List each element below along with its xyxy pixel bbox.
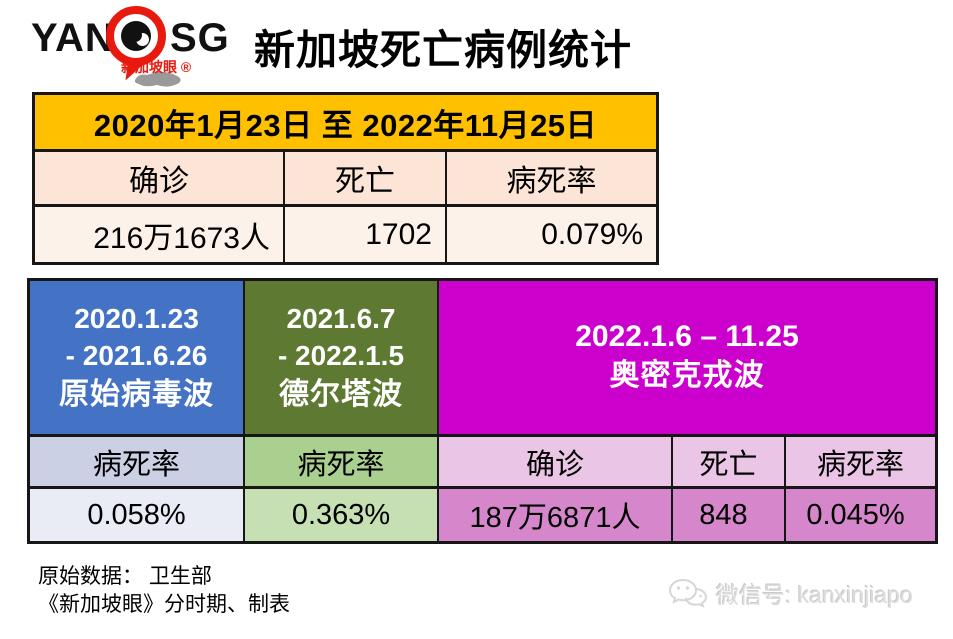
wave3-cfr-value: 0.045% bbox=[786, 489, 935, 541]
logo-subtitle: 新加坡眼 ® bbox=[121, 57, 191, 77]
wave2-cfr-label: 病死率 bbox=[245, 437, 439, 489]
wave3-confirmed-label: 确诊 bbox=[439, 437, 673, 489]
wave-header-original: 2020.1.23 - 2021.6.26 原始病毒波 bbox=[30, 281, 245, 437]
waves-table: 2020.1.23 - 2021.6.26 原始病毒波 2021.6.7 - 2… bbox=[27, 278, 938, 544]
wechat-watermark: 微信号: kanxinjiapo bbox=[668, 576, 913, 610]
overall-col-deaths: 死亡 bbox=[285, 152, 447, 207]
overall-confirmed-value: 216万1673人 bbox=[35, 207, 285, 262]
overall-period-header: 2020年1月23日 至 2022年11月25日 bbox=[35, 95, 656, 152]
waves-values-row: 0.058% 0.363% 187万6871人 848 0.045% bbox=[30, 489, 935, 541]
wechat-label: 微信号: kanxinjiapo bbox=[716, 582, 913, 608]
wave1-cfr-value: 0.058% bbox=[30, 489, 245, 541]
wave3-deaths-value: 848 bbox=[673, 489, 786, 541]
logo-text-sg: SG bbox=[170, 16, 230, 60]
wave1-period-line1: 2020.1.23 bbox=[74, 302, 199, 334]
wave3-name: 奥密克戎波 bbox=[609, 359, 765, 392]
data-source-line: 原始数据： 卫生部 bbox=[38, 565, 212, 588]
singapore-map-icon bbox=[134, 71, 181, 87]
wave2-period-line1: 2021.6.7 bbox=[286, 302, 396, 334]
wave3-period: 2022.1.6 – 11.25 bbox=[575, 320, 799, 353]
overall-col-cfr: 病死率 bbox=[447, 152, 656, 207]
wave2-cfr-value: 0.363% bbox=[245, 489, 439, 541]
credit-line: 《新加坡眼》分时期、制表 bbox=[38, 593, 290, 616]
wave-header-delta: 2021.6.7 - 2022.1.5 德尔塔波 bbox=[245, 281, 439, 437]
wave1-name: 原始病毒波 bbox=[59, 377, 214, 411]
wave2-name: 德尔塔波 bbox=[279, 377, 403, 411]
wave1-period-line2: - 2021.6.26 bbox=[65, 339, 208, 371]
registered-mark: ® bbox=[180, 59, 192, 75]
wave1-cfr-label: 病死率 bbox=[30, 437, 245, 489]
overall-cfr-value: 0.079% bbox=[447, 207, 656, 262]
logo-text-yan: YAN bbox=[31, 16, 115, 60]
overall-values-row: 216万1673人 1702 0.079% bbox=[35, 207, 656, 262]
overall-table: 2020年1月23日 至 2022年11月25日 确诊 死亡 病死率 216万1… bbox=[32, 92, 659, 265]
wave2-period-line2: - 2022.1.5 bbox=[277, 339, 405, 371]
overall-col-confirmed: 确诊 bbox=[35, 152, 285, 207]
wave3-cfr-label: 病死率 bbox=[786, 437, 935, 489]
eye-bubble-icon bbox=[106, 6, 166, 66]
waves-header-row: 2020.1.23 - 2021.6.26 原始病毒波 2021.6.7 - 2… bbox=[30, 281, 935, 437]
eye-lens-icon bbox=[121, 21, 151, 51]
page-title: 新加坡死亡病例统计 bbox=[254, 27, 632, 73]
wave3-confirmed-value: 187万6871人 bbox=[439, 489, 673, 541]
overall-column-headers: 确诊 死亡 病死率 bbox=[35, 152, 656, 207]
logo-subtitle-text: 新加坡眼 bbox=[121, 59, 177, 75]
overall-deaths-value: 1702 bbox=[285, 207, 447, 262]
waves-subheader-row: 病死率 病死率 确诊 死亡 病死率 bbox=[30, 437, 935, 489]
wave-header-omicron: 2022.1.6 – 11.25 奥密克戎波 bbox=[439, 281, 935, 437]
wechat-icon bbox=[668, 578, 708, 608]
wave3-deaths-label: 死亡 bbox=[673, 437, 786, 489]
